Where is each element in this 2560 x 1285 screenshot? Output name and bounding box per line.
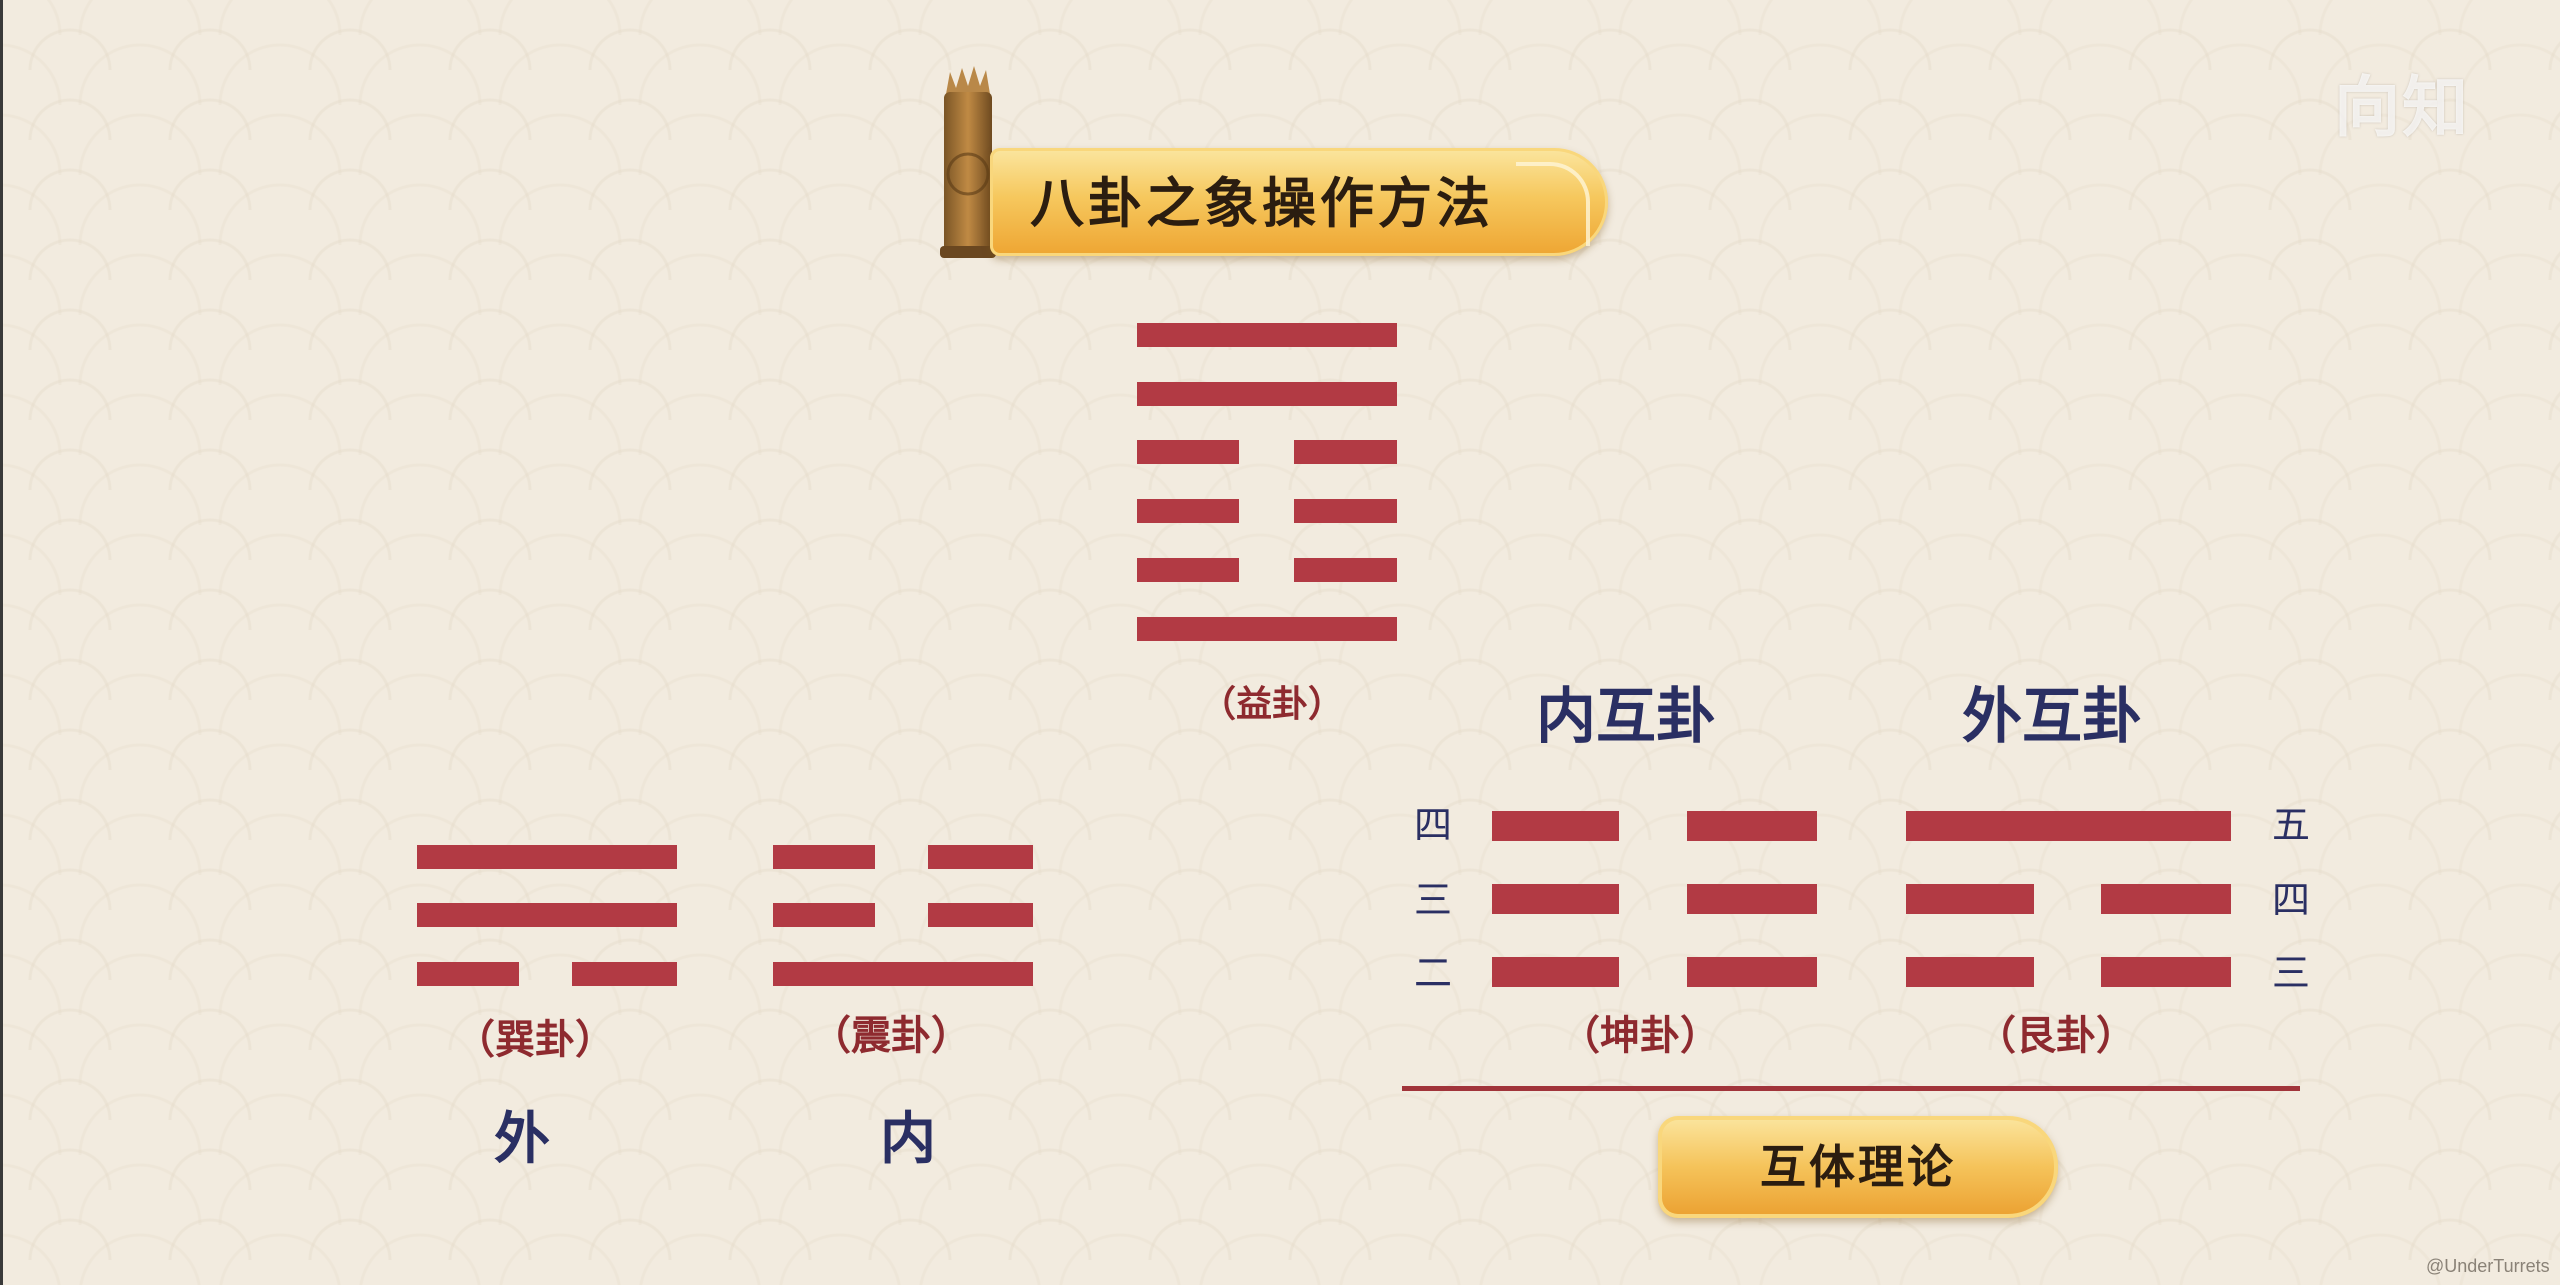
inner-trigram-name: （震卦） <box>811 1013 971 1059</box>
theory-label: 互体理论 <box>1760 1140 1956 1194</box>
outer-position-label: 外 <box>494 1107 550 1172</box>
hexagram-line-3-left <box>1137 440 1239 464</box>
outer-mutual-line-2-right <box>2101 884 2231 914</box>
hexagram-line-5-right <box>1294 558 1397 582</box>
hexagram-line-4-right <box>1294 499 1397 523</box>
outer-mutual-line-number-3: 三 <box>2272 951 2311 995</box>
inner-mutual-line-3-right <box>1687 957 1817 987</box>
inner-trigram-line-3 <box>773 962 1033 986</box>
outer-trigram-line-1 <box>417 845 677 869</box>
inner-mutual-line-1-right <box>1687 811 1817 841</box>
outer-mutual-line-1 <box>1906 811 2231 841</box>
theory-banner <box>1658 1116 2058 1218</box>
credit-text: @UnderTurrets <box>2426 1256 2550 1276</box>
outer-trigram-name: （巽卦） <box>455 1017 615 1063</box>
hexagram-line-2 <box>1137 382 1397 406</box>
hexagram-line-5-left <box>1137 558 1239 582</box>
command-token-icon <box>940 66 996 258</box>
outer-trigram-line-2 <box>417 903 677 927</box>
outer-mutual-heading: 外互卦 <box>1962 682 2142 752</box>
inner-mutual-line-number-3: 二 <box>1414 951 1453 995</box>
outer-trigram-line-3-right <box>572 962 677 986</box>
inner-position-label: 内 <box>880 1107 936 1172</box>
hexagram-line-4-left <box>1137 499 1239 523</box>
outer-mutual-line-number-2: 四 <box>2272 878 2311 922</box>
outer-mutual-line-number-1: 五 <box>2272 803 2311 847</box>
outer-mutual-line-3-right <box>2101 957 2231 987</box>
hexagram-line-1 <box>1137 323 1397 347</box>
top-hexagram-name: （益卦） <box>1200 684 1345 725</box>
watermark-logo: 向知 <box>2334 68 2470 146</box>
page-title: 八卦之象操作方法 <box>1030 172 1494 235</box>
outer-mutual-name: （艮卦） <box>1976 1013 2136 1059</box>
outer-mutual-line-3-left <box>1906 957 2034 987</box>
inner-mutual-line-number-1: 四 <box>1414 803 1453 847</box>
inner-mutual-line-number-2: 三 <box>1414 878 1453 922</box>
inner-mutual-line-2-left <box>1492 884 1619 914</box>
inner-mutual-line-3-left <box>1492 957 1619 987</box>
inner-mutual-heading: 内互卦 <box>1536 682 1716 752</box>
left-edge-border <box>0 0 3 1285</box>
inner-mutual-name: （坤卦） <box>1560 1013 1720 1059</box>
inner-trigram-line-2-left <box>773 903 875 927</box>
title-banner <box>990 148 1608 256</box>
inner-trigram-line-1-left <box>773 845 875 869</box>
inner-trigram-line-1-right <box>928 845 1033 869</box>
outer-trigram-line-3-left <box>417 962 519 986</box>
hexagram-line-3-right <box>1294 440 1397 464</box>
inner-trigram-line-2-right <box>928 903 1033 927</box>
section-divider <box>1402 1086 2300 1091</box>
inner-mutual-line-1-left <box>1492 811 1619 841</box>
inner-mutual-line-2-right <box>1687 884 1817 914</box>
outer-mutual-line-2-left <box>1906 884 2034 914</box>
hexagram-line-6 <box>1137 617 1397 641</box>
